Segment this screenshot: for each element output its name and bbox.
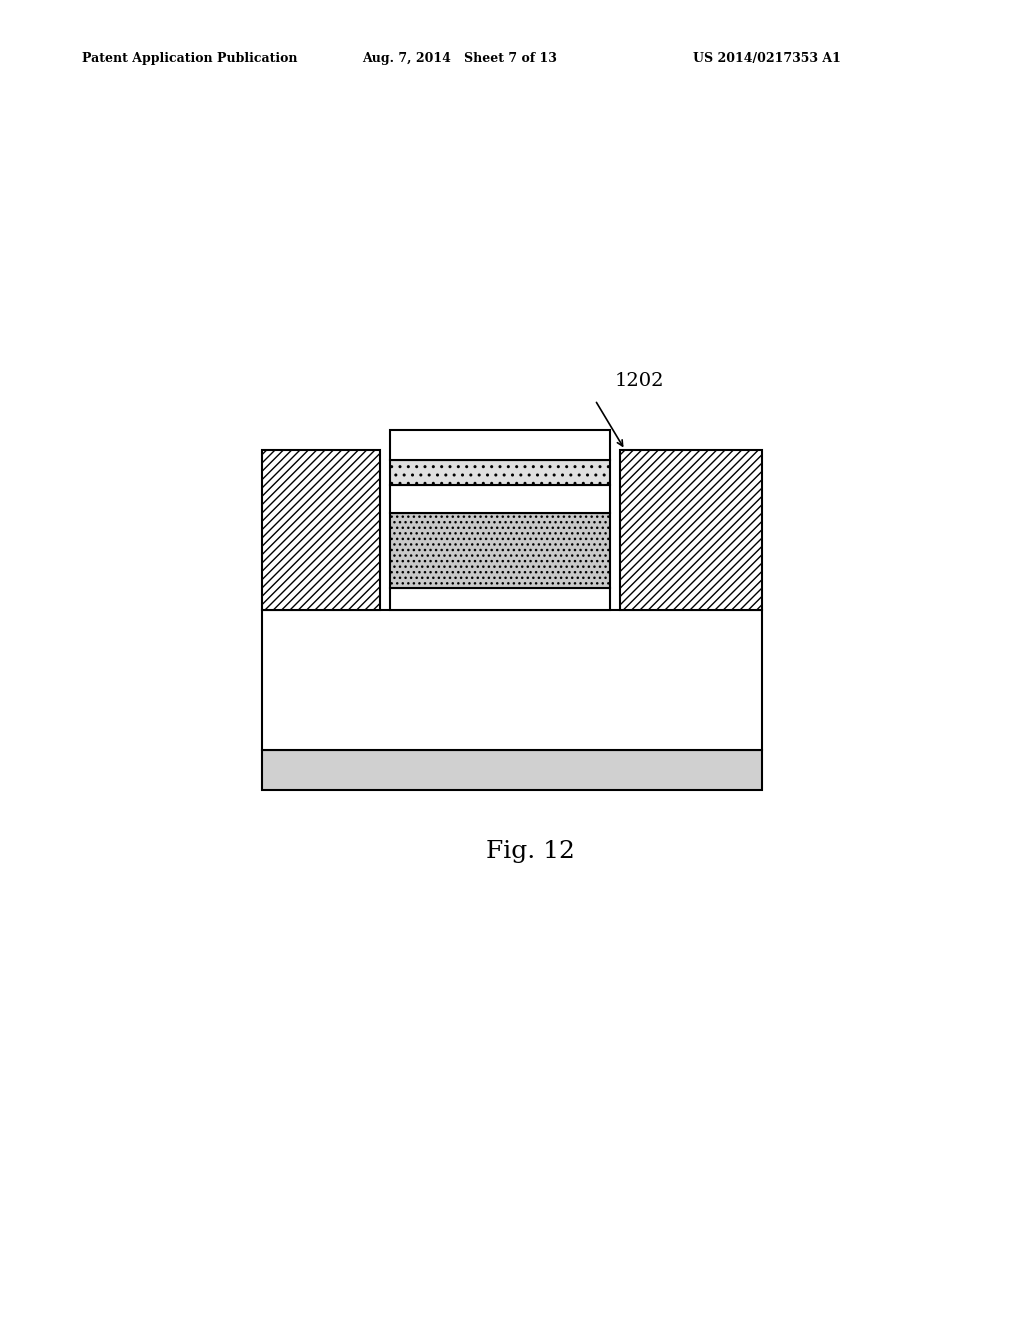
Text: Fig. 12: Fig. 12 xyxy=(485,840,574,863)
Bar xyxy=(262,450,380,610)
Text: 1202: 1202 xyxy=(615,372,665,389)
Bar xyxy=(262,750,762,789)
Text: US 2014/0217353 A1: US 2014/0217353 A1 xyxy=(693,51,841,65)
Text: Patent Application Publication: Patent Application Publication xyxy=(82,51,298,65)
Bar xyxy=(390,587,610,610)
Bar xyxy=(262,610,762,750)
Bar xyxy=(390,513,610,587)
Bar xyxy=(390,484,610,513)
Text: Aug. 7, 2014   Sheet 7 of 13: Aug. 7, 2014 Sheet 7 of 13 xyxy=(362,51,557,65)
Bar xyxy=(620,450,762,610)
Bar xyxy=(390,459,610,484)
Bar xyxy=(390,430,610,459)
